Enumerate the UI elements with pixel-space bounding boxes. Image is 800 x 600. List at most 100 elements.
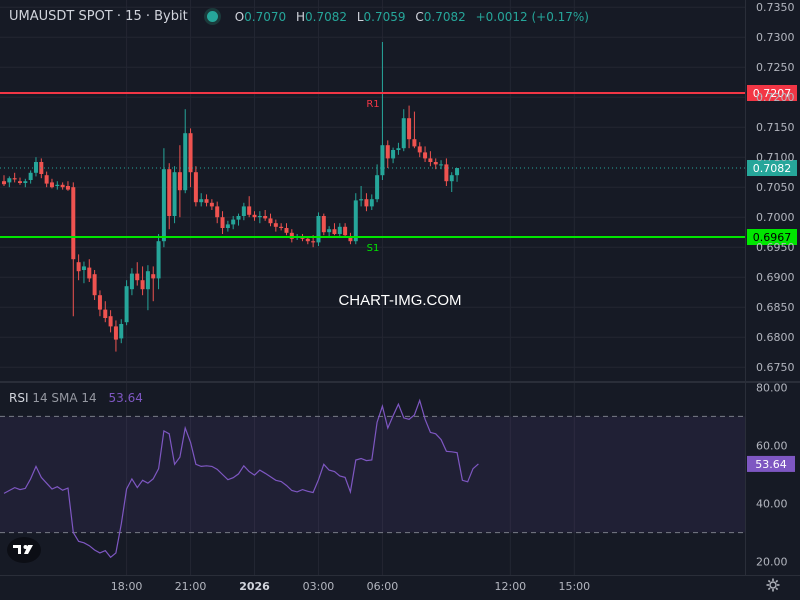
candle	[359, 186, 364, 207]
candle-body	[92, 274, 97, 296]
candle-body	[252, 214, 257, 218]
candle-body	[119, 324, 124, 339]
candle	[401, 109, 406, 152]
level-price-tag	[747, 85, 797, 101]
candle	[167, 163, 172, 230]
candle	[177, 145, 182, 218]
candle	[257, 211, 262, 224]
candle-body	[412, 139, 417, 147]
candle-body	[76, 262, 81, 272]
candle	[39, 158, 44, 179]
rsi-params: 14 SMA 14	[32, 391, 97, 405]
candle	[55, 181, 60, 190]
candle	[103, 301, 108, 323]
candle	[396, 142, 401, 155]
symbol-title[interactable]: UMAUSDT SPOT · 15 · Bybit	[9, 9, 188, 24]
candle	[252, 211, 257, 221]
candle	[49, 178, 54, 189]
candle	[375, 164, 380, 203]
candle	[156, 234, 161, 290]
rsi-header[interactable]: RSI 14 SMA 14 53.64	[9, 391, 143, 405]
tradingview-logo-icon	[13, 545, 33, 554]
candle	[65, 181, 70, 191]
candle	[7, 176, 12, 188]
candle-body	[28, 172, 33, 180]
candle	[332, 223, 337, 236]
candle-body	[316, 216, 321, 243]
candle-body	[65, 186, 70, 190]
price-tick-label: 0.7150	[756, 121, 795, 134]
candle	[321, 213, 326, 236]
exchange: Bybit	[154, 9, 188, 24]
rsi-band	[0, 416, 745, 533]
level-label-s1: S1	[367, 243, 380, 254]
candle-body	[81, 266, 86, 270]
level-lines: R1 0.7207 S1 0.6967 0.7082	[0, 85, 797, 254]
candle-body	[17, 181, 22, 183]
high-value: 0.7082	[305, 9, 348, 24]
candle	[247, 196, 252, 218]
candle-body	[417, 146, 422, 153]
candle	[44, 171, 49, 188]
settings-gear-icon[interactable]	[766, 578, 780, 592]
candle-body	[369, 199, 374, 207]
candle	[135, 262, 140, 286]
close-value: 0.7082	[423, 9, 466, 24]
candle-body	[140, 280, 145, 290]
candle-body	[113, 326, 118, 340]
candle	[284, 223, 289, 236]
candle	[81, 261, 86, 284]
candle	[268, 213, 273, 227]
candle-body	[263, 216, 268, 219]
price-tick-label: 0.7350	[756, 1, 795, 14]
candle	[263, 210, 268, 221]
candle	[113, 320, 118, 352]
rsi-line	[3, 398, 479, 559]
candle	[289, 229, 294, 243]
candle-body	[97, 295, 102, 310]
symbol: UMAUSDT SPOT	[9, 9, 113, 24]
candle-body	[359, 199, 364, 201]
candle-body	[311, 241, 316, 243]
rsi-value-tag	[747, 455, 795, 472]
candle-body	[151, 274, 156, 279]
tradingview-logo[interactable]	[7, 537, 41, 563]
candle	[97, 290, 102, 317]
open-value: 0.7070	[244, 9, 287, 24]
candle	[172, 166, 177, 224]
candle-body	[156, 241, 161, 279]
candle-body	[423, 152, 428, 159]
candle	[412, 111, 417, 149]
candle-body	[343, 226, 348, 236]
interval: 15	[125, 9, 142, 24]
candle-body	[231, 219, 236, 225]
candle-body	[49, 182, 54, 188]
candle-body	[177, 172, 182, 191]
candle	[23, 178, 28, 188]
candle	[364, 193, 369, 212]
candle	[417, 142, 422, 158]
candle-body	[257, 216, 262, 218]
candle	[423, 146, 428, 162]
rsi-current-value: 53.64	[108, 391, 143, 405]
candle	[279, 223, 284, 231]
change-value: +0.0012 (+0.17%)	[475, 9, 589, 24]
low-label: L	[356, 9, 364, 24]
candle-body	[23, 181, 28, 183]
candle-body	[124, 286, 129, 323]
candle-body	[12, 178, 17, 180]
time-tick-label: 18:00	[111, 580, 143, 593]
candle-body	[241, 206, 246, 216]
candle	[71, 182, 76, 317]
candle	[380, 42, 385, 180]
candle	[151, 266, 156, 302]
candle-body	[167, 169, 172, 216]
candle-body	[385, 145, 390, 159]
rsi-tick-label: 80.00	[756, 381, 788, 394]
candle-body	[289, 232, 294, 239]
candle-body	[199, 199, 204, 203]
watermark: CHART-IMG.COM	[338, 292, 461, 309]
visibility-eye-icon[interactable]	[203, 8, 221, 25]
last-price-label: 0.7082	[753, 162, 792, 175]
